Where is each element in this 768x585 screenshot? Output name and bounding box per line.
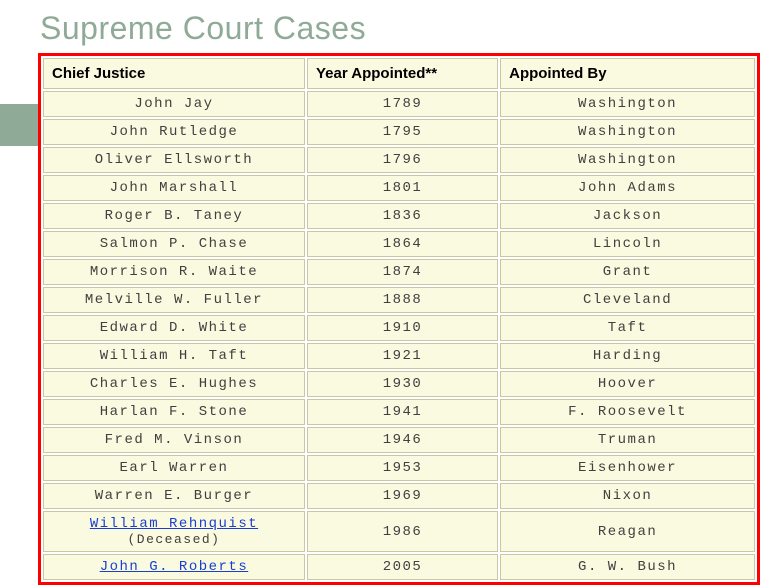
cell-appointed-by: Truman <box>500 427 755 453</box>
cell-justice: Earl Warren <box>43 455 305 481</box>
table-row: John Marshall1801John Adams <box>43 175 755 201</box>
cell-appointed-by: John Adams <box>500 175 755 201</box>
table-row: Warren E. Burger1969Nixon <box>43 483 755 509</box>
cell-appointed-by: Washington <box>500 91 755 117</box>
cell-year: 1921 <box>307 343 498 369</box>
cell-appointed-by: Washington <box>500 119 755 145</box>
justice-link[interactable]: William Rehnquist <box>90 516 258 532</box>
table-row: Morrison R. Waite1874Grant <box>43 259 755 285</box>
cell-year: 1910 <box>307 315 498 341</box>
cell-justice: Fred M. Vinson <box>43 427 305 453</box>
cell-year: 1795 <box>307 119 498 145</box>
cell-justice: William H. Taft <box>43 343 305 369</box>
table-header-row: Chief Justice Year Appointed** Appointed… <box>43 58 755 89</box>
table-row: Harlan F. Stone1941F. Roosevelt <box>43 399 755 425</box>
cell-year: 1874 <box>307 259 498 285</box>
cell-appointed-by: Jackson <box>500 203 755 229</box>
cell-justice: John Jay <box>43 91 305 117</box>
cell-year: 1946 <box>307 427 498 453</box>
cell-appointed-by: Washington <box>500 147 755 173</box>
col-header-justice: Chief Justice <box>43 58 305 89</box>
cell-year: 1969 <box>307 483 498 509</box>
cell-justice: Harlan F. Stone <box>43 399 305 425</box>
cell-year: 1888 <box>307 287 498 313</box>
page-title: Supreme Court Cases <box>0 0 768 53</box>
cell-justice: Oliver Ellsworth <box>43 147 305 173</box>
cell-appointed-by: Harding <box>500 343 755 369</box>
table-row: Charles E. Hughes1930Hoover <box>43 371 755 397</box>
table-row: Roger B. Taney1836Jackson <box>43 203 755 229</box>
cell-justice: John Rutledge <box>43 119 305 145</box>
cell-year: 1930 <box>307 371 498 397</box>
cell-appointed-by: Nixon <box>500 483 755 509</box>
cell-justice[interactable]: William Rehnquist(Deceased) <box>43 511 305 552</box>
col-header-year: Year Appointed** <box>307 58 498 89</box>
cell-appointed-by: F. Roosevelt <box>500 399 755 425</box>
table-row: Fred M. Vinson1946Truman <box>43 427 755 453</box>
table-row: John Jay1789Washington <box>43 91 755 117</box>
chief-justice-table: Chief Justice Year Appointed** Appointed… <box>41 56 757 582</box>
cell-appointed-by: G. W. Bush <box>500 554 755 580</box>
table-row: Oliver Ellsworth1796Washington <box>43 147 755 173</box>
cell-appointed-by: Lincoln <box>500 231 755 257</box>
col-header-by: Appointed By <box>500 58 755 89</box>
cell-justice: Roger B. Taney <box>43 203 305 229</box>
cell-year: 2005 <box>307 554 498 580</box>
table-row: Earl Warren1953Eisenhower <box>43 455 755 481</box>
accent-bar <box>0 104 38 146</box>
cell-year: 1953 <box>307 455 498 481</box>
cell-appointed-by: Taft <box>500 315 755 341</box>
justice-link[interactable]: John G. Roberts <box>100 559 249 575</box>
table-row: William H. Taft1921Harding <box>43 343 755 369</box>
cell-justice: Charles E. Hughes <box>43 371 305 397</box>
cell-appointed-by: Hoover <box>500 371 755 397</box>
table-row: John Rutledge1795Washington <box>43 119 755 145</box>
cell-justice[interactable]: John G. Roberts <box>43 554 305 580</box>
justice-sub: (Deceased) <box>50 532 298 547</box>
cell-justice: Morrison R. Waite <box>43 259 305 285</box>
cell-year: 1836 <box>307 203 498 229</box>
table-row: William Rehnquist(Deceased)1986Reagan <box>43 511 755 552</box>
table-row: John G. Roberts 2005G. W. Bush <box>43 554 755 580</box>
cell-year: 1796 <box>307 147 498 173</box>
cell-justice: Warren E. Burger <box>43 483 305 509</box>
table-row: Melville W. Fuller1888Cleveland <box>43 287 755 313</box>
cell-appointed-by: Cleveland <box>500 287 755 313</box>
cell-year: 1864 <box>307 231 498 257</box>
cell-justice: John Marshall <box>43 175 305 201</box>
cell-appointed-by: Reagan <box>500 511 755 552</box>
table-row: Edward D. White1910Taft <box>43 315 755 341</box>
cell-appointed-by: Grant <box>500 259 755 285</box>
cell-year: 1941 <box>307 399 498 425</box>
chief-justice-table-container: Chief Justice Year Appointed** Appointed… <box>38 53 760 585</box>
cell-year: 1801 <box>307 175 498 201</box>
cell-justice: Salmon P. Chase <box>43 231 305 257</box>
table-row: Salmon P. Chase1864Lincoln <box>43 231 755 257</box>
cell-year: 1986 <box>307 511 498 552</box>
cell-appointed-by: Eisenhower <box>500 455 755 481</box>
cell-justice: Melville W. Fuller <box>43 287 305 313</box>
cell-year: 1789 <box>307 91 498 117</box>
cell-justice: Edward D. White <box>43 315 305 341</box>
